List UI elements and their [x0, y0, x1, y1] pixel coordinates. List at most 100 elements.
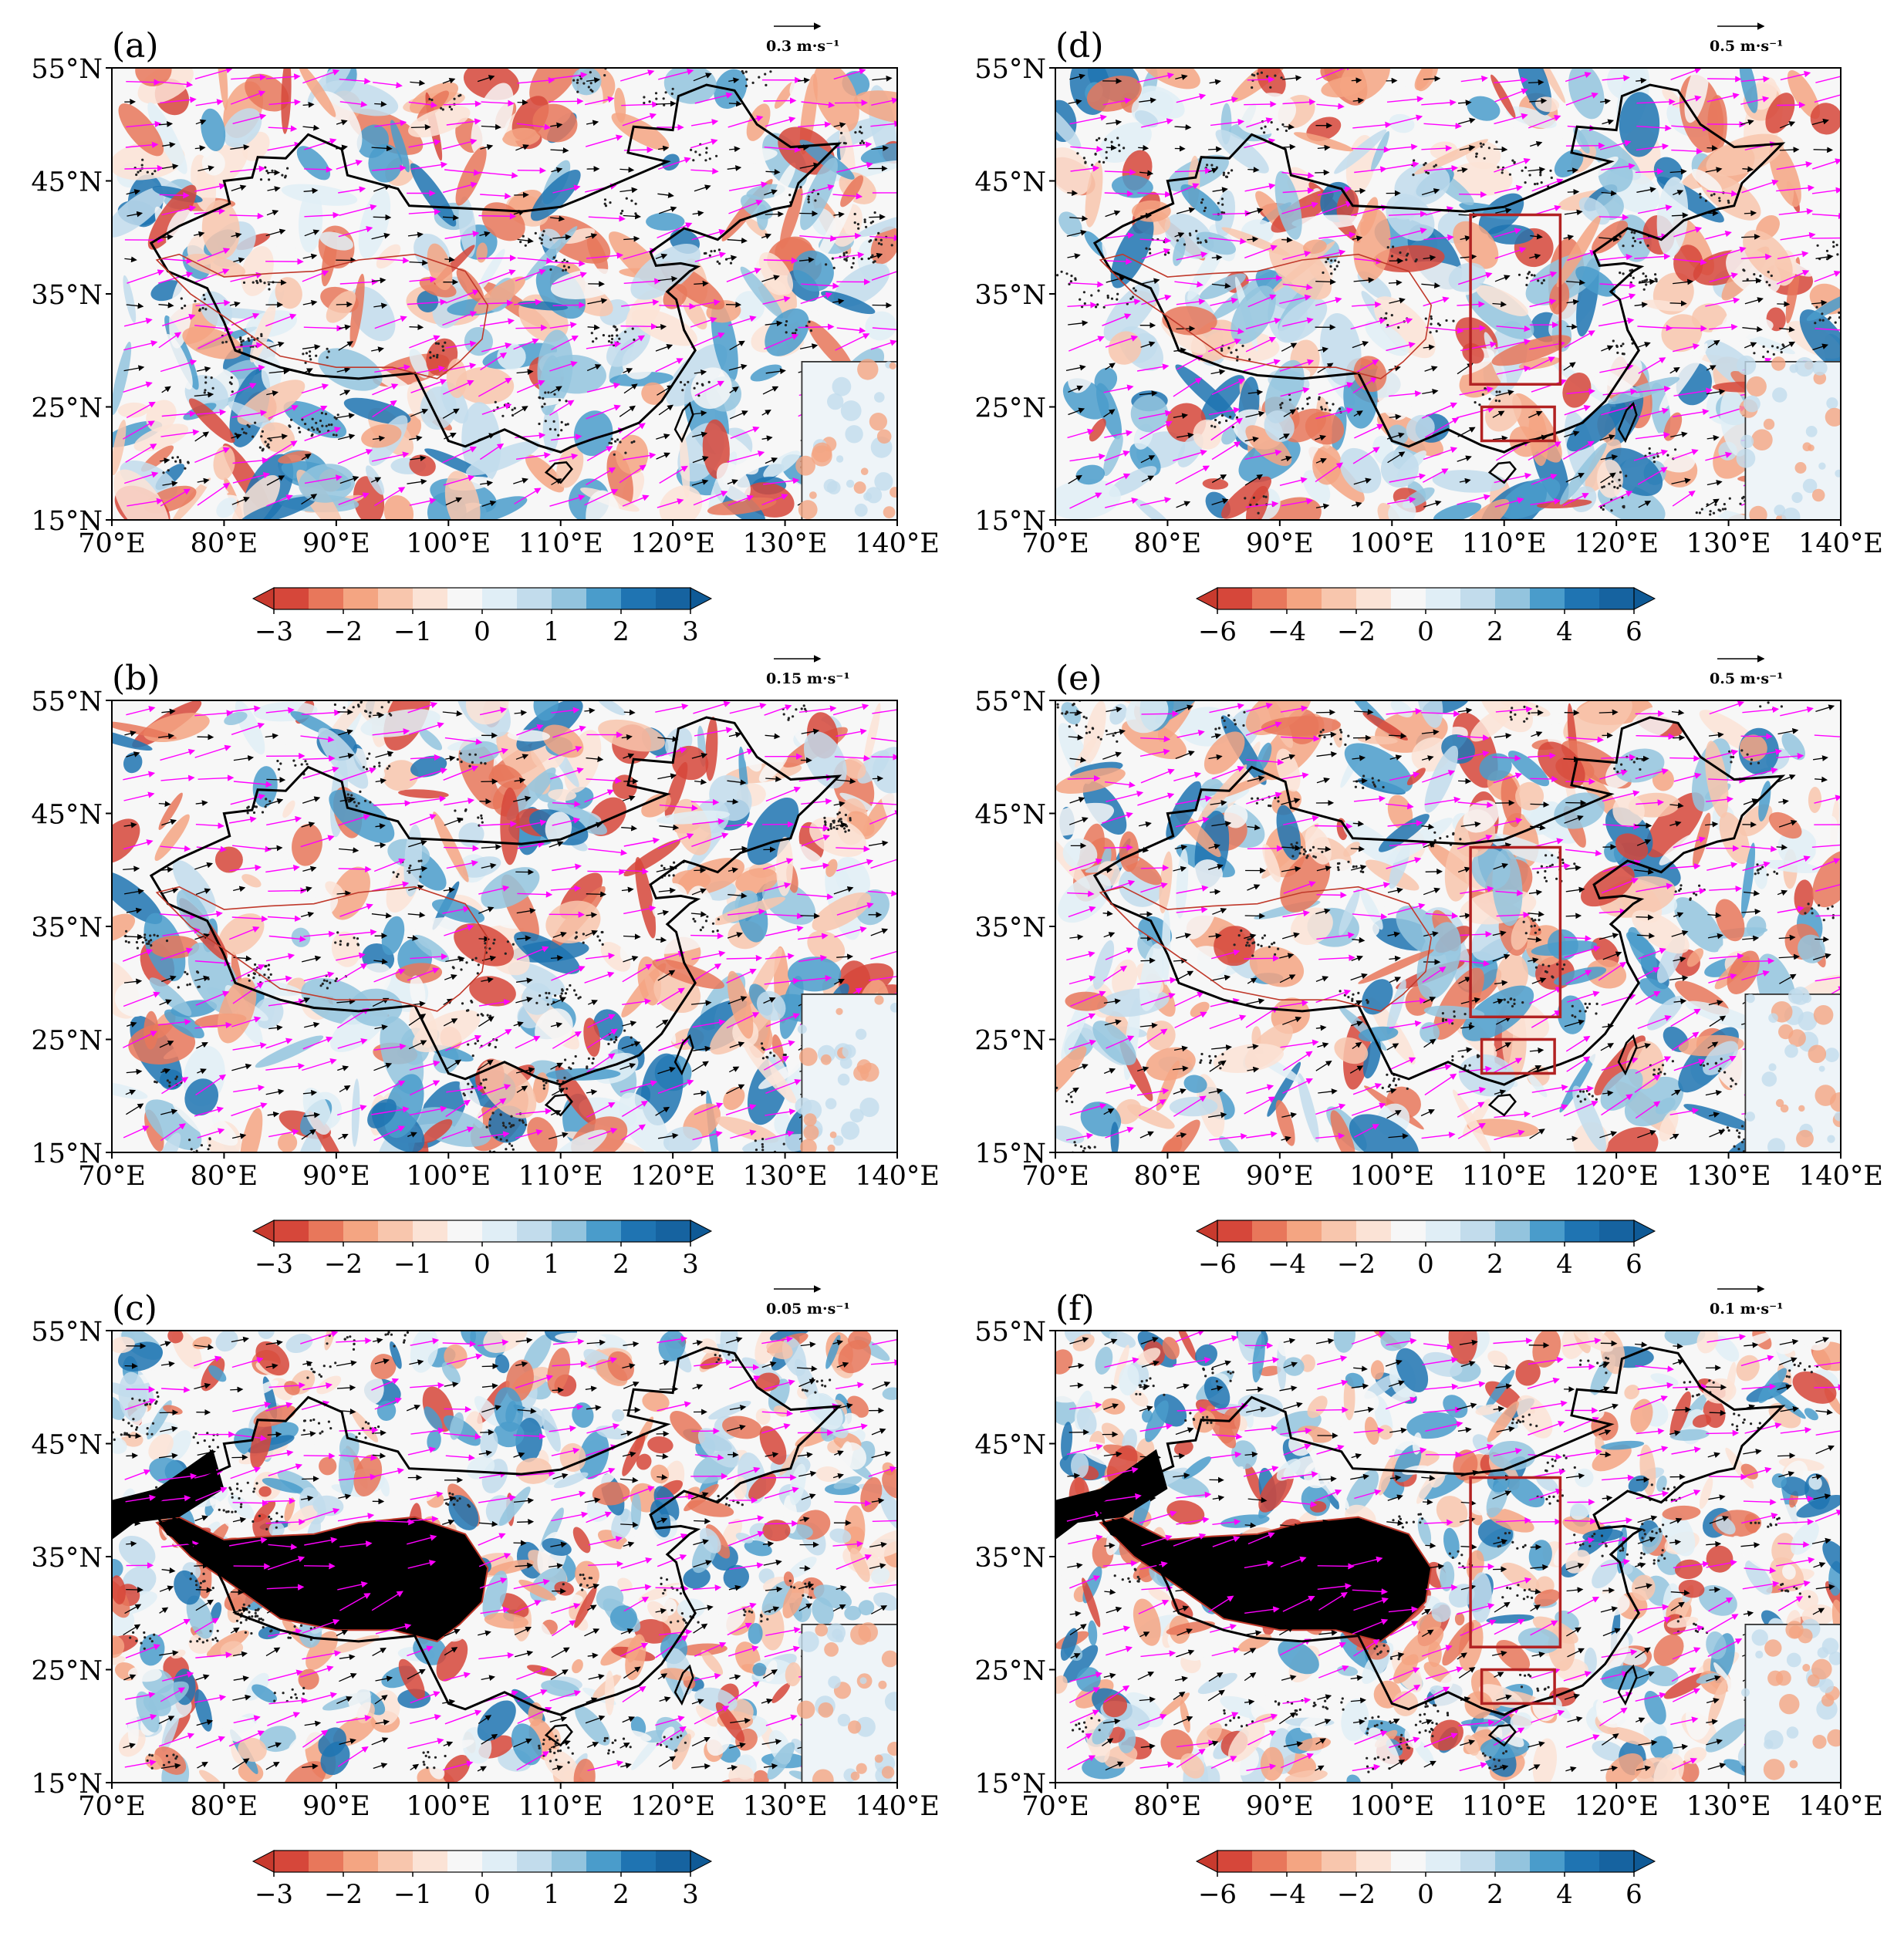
significance-dot [1819, 319, 1821, 321]
colorbar-segment [378, 1220, 414, 1242]
significance-dot [143, 1648, 146, 1650]
significance-dot [1430, 315, 1432, 318]
significance-dot [467, 1009, 469, 1011]
significance-dot [1217, 202, 1220, 204]
significance-dot [738, 1502, 740, 1504]
significance-dot [103, 1441, 105, 1443]
significance-dot [384, 1334, 387, 1336]
significance-dot [474, 1042, 477, 1044]
significance-dot [310, 1368, 312, 1370]
anomaly-cell [160, 1070, 183, 1090]
significance-dot [294, 764, 296, 767]
significance-dot [871, 255, 873, 257]
significance-dot [393, 1345, 396, 1348]
significance-dot [478, 1085, 480, 1088]
significance-dot [1767, 350, 1769, 353]
significance-dot [1195, 230, 1197, 232]
significance-dot [1391, 255, 1393, 257]
significance-dot [204, 308, 207, 310]
colorbar-tick-label: −2 [324, 616, 363, 647]
significance-dot [709, 255, 711, 257]
significance-dot [320, 984, 322, 987]
wind-vector [691, 801, 718, 802]
significance-dot [325, 413, 327, 415]
significance-dot [457, 758, 459, 761]
significance-dot [1122, 147, 1125, 149]
significance-dot [608, 1749, 610, 1752]
significance-dot [549, 1750, 552, 1753]
significance-dot [700, 929, 702, 931]
significance-dot [1759, 275, 1761, 277]
inset-cell [827, 393, 843, 410]
significance-dot [1334, 259, 1336, 261]
significance-dot [364, 800, 366, 802]
significance-dot [260, 178, 262, 181]
significance-dot [1102, 161, 1105, 164]
y-tick-label: 55°N [31, 1317, 103, 1348]
significance-dot [616, 334, 618, 336]
significance-dot [436, 354, 438, 356]
significance-dot [236, 1487, 238, 1490]
significance-dot [256, 1615, 258, 1618]
significance-dot [1227, 172, 1230, 174]
significance-dot [208, 1446, 211, 1448]
significance-dot [595, 337, 597, 339]
significance-dot [427, 1751, 429, 1753]
significance-dot [580, 1584, 582, 1586]
significance-dot [387, 1333, 389, 1335]
significance-dot [567, 1746, 569, 1749]
colorbar-segment [274, 1220, 309, 1242]
significance-dot [794, 332, 796, 334]
significance-dot [859, 142, 862, 144]
significance-dot [225, 341, 228, 343]
significance-dot [433, 355, 435, 357]
significance-dot [832, 826, 835, 828]
significance-dot [1308, 396, 1311, 399]
significance-dot [1095, 139, 1098, 141]
significance-dot [1620, 345, 1622, 347]
significance-dot [146, 1403, 148, 1405]
significance-dot [346, 797, 349, 799]
significance-dot [343, 707, 346, 709]
significance-dot [194, 300, 196, 302]
significance-dot [631, 441, 633, 444]
significance-dot [643, 102, 645, 104]
significance-dot [1241, 345, 1244, 347]
significance-dot [260, 333, 262, 336]
significance-dot [512, 943, 515, 946]
wind-vector [1566, 146, 1604, 147]
significance-dot [329, 982, 331, 984]
significance-dot [484, 762, 487, 764]
significance-dot [1537, 279, 1539, 282]
significance-dot [804, 708, 806, 710]
significance-dot [153, 934, 155, 936]
significance-dot [704, 159, 707, 161]
significance-dot [353, 801, 356, 803]
significance-dot [1096, 303, 1099, 305]
significance-dot [755, 1139, 757, 1142]
significance-dot [677, 1620, 679, 1622]
significance-dot [852, 262, 855, 265]
significance-dot [714, 250, 716, 252]
significance-dot [235, 433, 237, 435]
significance-dot [1642, 272, 1645, 275]
significance-dot [1766, 281, 1768, 283]
wind-vector [373, 715, 383, 716]
significance-dot [681, 389, 684, 391]
significance-dot [746, 78, 748, 80]
inset-cell [848, 1720, 861, 1733]
significance-dot [480, 762, 482, 764]
significance-dot [442, 349, 444, 352]
significance-dot [561, 992, 563, 994]
significance-dot [630, 1746, 632, 1748]
significance-dot [1531, 274, 1533, 276]
significance-dot [186, 973, 188, 975]
significance-dot [572, 1753, 574, 1755]
significance-dot [743, 1614, 745, 1616]
significance-dot [268, 283, 270, 285]
significance-dot [1482, 393, 1484, 396]
significance-dot [836, 828, 838, 830]
significance-dot [572, 79, 575, 82]
significance-dot [1696, 511, 1698, 514]
significance-dot [292, 760, 295, 762]
